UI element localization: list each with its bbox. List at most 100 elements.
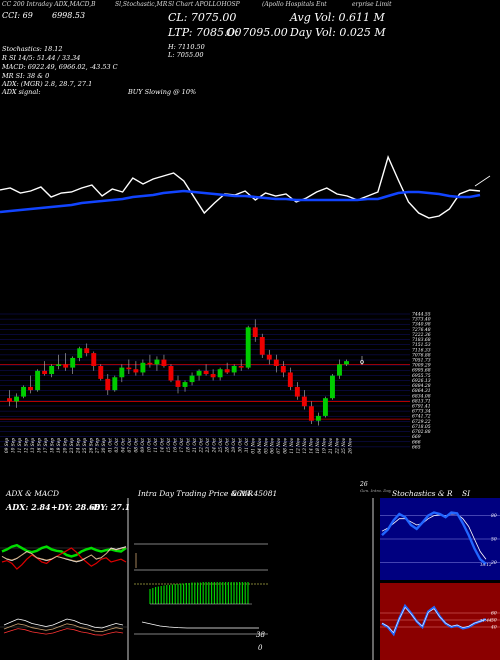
- date-tick-label: 12 Nov: [297, 437, 302, 453]
- price-tick-label: 6884.28: [412, 383, 431, 389]
- candle-body: [287, 372, 293, 387]
- stochastics-value: Stochastics: 18.12: [2, 45, 63, 53]
- bottom-note: 26: [360, 481, 368, 488]
- candle-body: [329, 375, 335, 399]
- high-price: H: 7110.50: [168, 43, 205, 51]
- upper-ma-tail: [474, 175, 491, 187]
- stoch-signal-line: [381, 513, 487, 560]
- candle-body: [238, 366, 244, 368]
- candle-body: [105, 378, 111, 391]
- macd-value: MACD: 6922.49, 6966.02, -43.53 C: [2, 63, 118, 71]
- date-tick-label: 10 Sep: [12, 438, 17, 453]
- header-title-4: (Apollo Hospitals Ent: [262, 1, 327, 8]
- date-tick-label: 26 Sep: [89, 438, 94, 454]
- rsi-tick-label: 50: [491, 618, 497, 624]
- date-tick-label: 01 Oct: [109, 438, 114, 453]
- date-tick-label: 12 Sep: [24, 438, 29, 453]
- date-tick-label: 09 Sep: [5, 438, 10, 453]
- cci-label: CCI: 69: [2, 11, 33, 20]
- macd-hist-line: [3, 628, 124, 636]
- date-tick-label: 20 Sep: [63, 438, 68, 454]
- stoch-tick-label: 50: [491, 537, 497, 543]
- price-tick-label: 669: [412, 434, 421, 440]
- candle-body: [7, 398, 12, 402]
- intra-38-label: 38: [256, 631, 265, 639]
- adx-legend-dip: +DY: 28.68: [51, 502, 101, 512]
- header-title-2: Sl,Stochastic,MR: [115, 1, 168, 8]
- candle-body: [245, 327, 251, 368]
- date-tick-label: 16 Sep: [37, 438, 42, 453]
- mr-value: MR SI: 38 & 0: [2, 72, 50, 80]
- rsi-value: R SI 14/5: 51.44 / 33.34: [2, 54, 81, 62]
- close-price: CL: 7075.00: [168, 11, 237, 24]
- date-tick-label: 14 Oct: [161, 438, 166, 453]
- candle-body: [119, 367, 125, 378]
- candle-body: [203, 370, 209, 375]
- date-tick-label: 22 Nov: [336, 437, 341, 454]
- stoch-tick-label: 20: [490, 560, 497, 566]
- candle-body: [217, 369, 223, 378]
- date-tick-label: 25 Oct: [219, 438, 224, 454]
- price-tick-label: 7444.55: [412, 312, 431, 318]
- date-tick-label: 21 Oct: [193, 438, 198, 454]
- candle-body: [35, 370, 41, 391]
- stoch-note-label: 18.12: [480, 562, 492, 567]
- candle-body: [266, 354, 272, 360]
- date-tick-label: 22 Oct: [199, 438, 204, 454]
- candle-body: [126, 367, 132, 370]
- candle-body: [98, 366, 104, 379]
- upper-price-line: [0, 154, 481, 219]
- adx-dip-line: [1, 543, 127, 558]
- date-tick-label: 27 Sep: [96, 438, 101, 454]
- date-tick-label: 16 Oct: [174, 438, 179, 453]
- price-tick-label: 6773.34: [412, 409, 431, 415]
- date-tick-label: 18 Nov: [316, 437, 321, 453]
- candle-body: [147, 362, 153, 365]
- price-tick-label: 6955.75: [412, 373, 431, 379]
- date-tick-label: 17 Sep: [44, 438, 49, 453]
- macd-signal-line: [3, 623, 124, 633]
- candle-body: [49, 366, 55, 375]
- candle-body: [42, 370, 48, 375]
- date-tick-label: 07 Oct: [128, 438, 133, 453]
- candle-body: [231, 366, 237, 373]
- date-tick-label: 11 Nov: [290, 437, 295, 453]
- candle-body: [21, 386, 27, 397]
- candle-body: [91, 353, 97, 366]
- date-tick-label: 09 Oct: [141, 438, 146, 453]
- candle-body: [294, 386, 300, 397]
- ltp-price: LTP: 7085.00: [168, 26, 242, 39]
- candle-body: [168, 366, 174, 381]
- day-volume: Day Vol: 0.025 M: [290, 26, 386, 39]
- price-tick-label: 7276.48: [412, 327, 431, 333]
- price-tick-label: 7076.88: [412, 352, 431, 358]
- open-price: O: 7095.00: [226, 26, 288, 39]
- rsi-tick-label: 60: [491, 611, 497, 617]
- intra-0-label: 0: [258, 644, 263, 652]
- date-tick-label: 30 Oct: [238, 438, 243, 453]
- adx-signal-value: BUY Slowing @ 10%: [128, 88, 197, 96]
- stoch-main-line: [381, 511, 487, 565]
- candle-body: [210, 374, 216, 378]
- adx-value: ADX: (MGR) 2.8, 28.7, 27.1: [2, 80, 93, 88]
- date-tick-label: 31 Oct: [245, 438, 250, 453]
- price-tick-label: 6702.88: [412, 429, 431, 435]
- low-price: L: 7055.00: [168, 51, 204, 59]
- candle-body: [154, 359, 160, 365]
- date-tick-label: 13 Sep: [31, 438, 36, 453]
- candle-body: [252, 327, 258, 338]
- date-tick-label: 19 Nov: [323, 437, 328, 453]
- header-title-5: erprise Limit: [352, 1, 392, 8]
- date-tick-label: 17 Oct: [180, 438, 185, 453]
- intra-mr-line: [141, 621, 259, 629]
- date-tick-label: 23 Sep: [70, 438, 75, 454]
- candle-body: [196, 370, 202, 376]
- macd-line: [3, 618, 124, 629]
- candle-body: [344, 361, 349, 365]
- date-tick-label: 25 Sep: [83, 438, 88, 454]
- stoch-panel-title: Stochastics & R: [392, 489, 453, 498]
- candle-body: [273, 359, 279, 366]
- candle-body: [315, 415, 321, 421]
- candle-body: [189, 375, 195, 383]
- price-tick-label: 6995.68: [412, 368, 431, 374]
